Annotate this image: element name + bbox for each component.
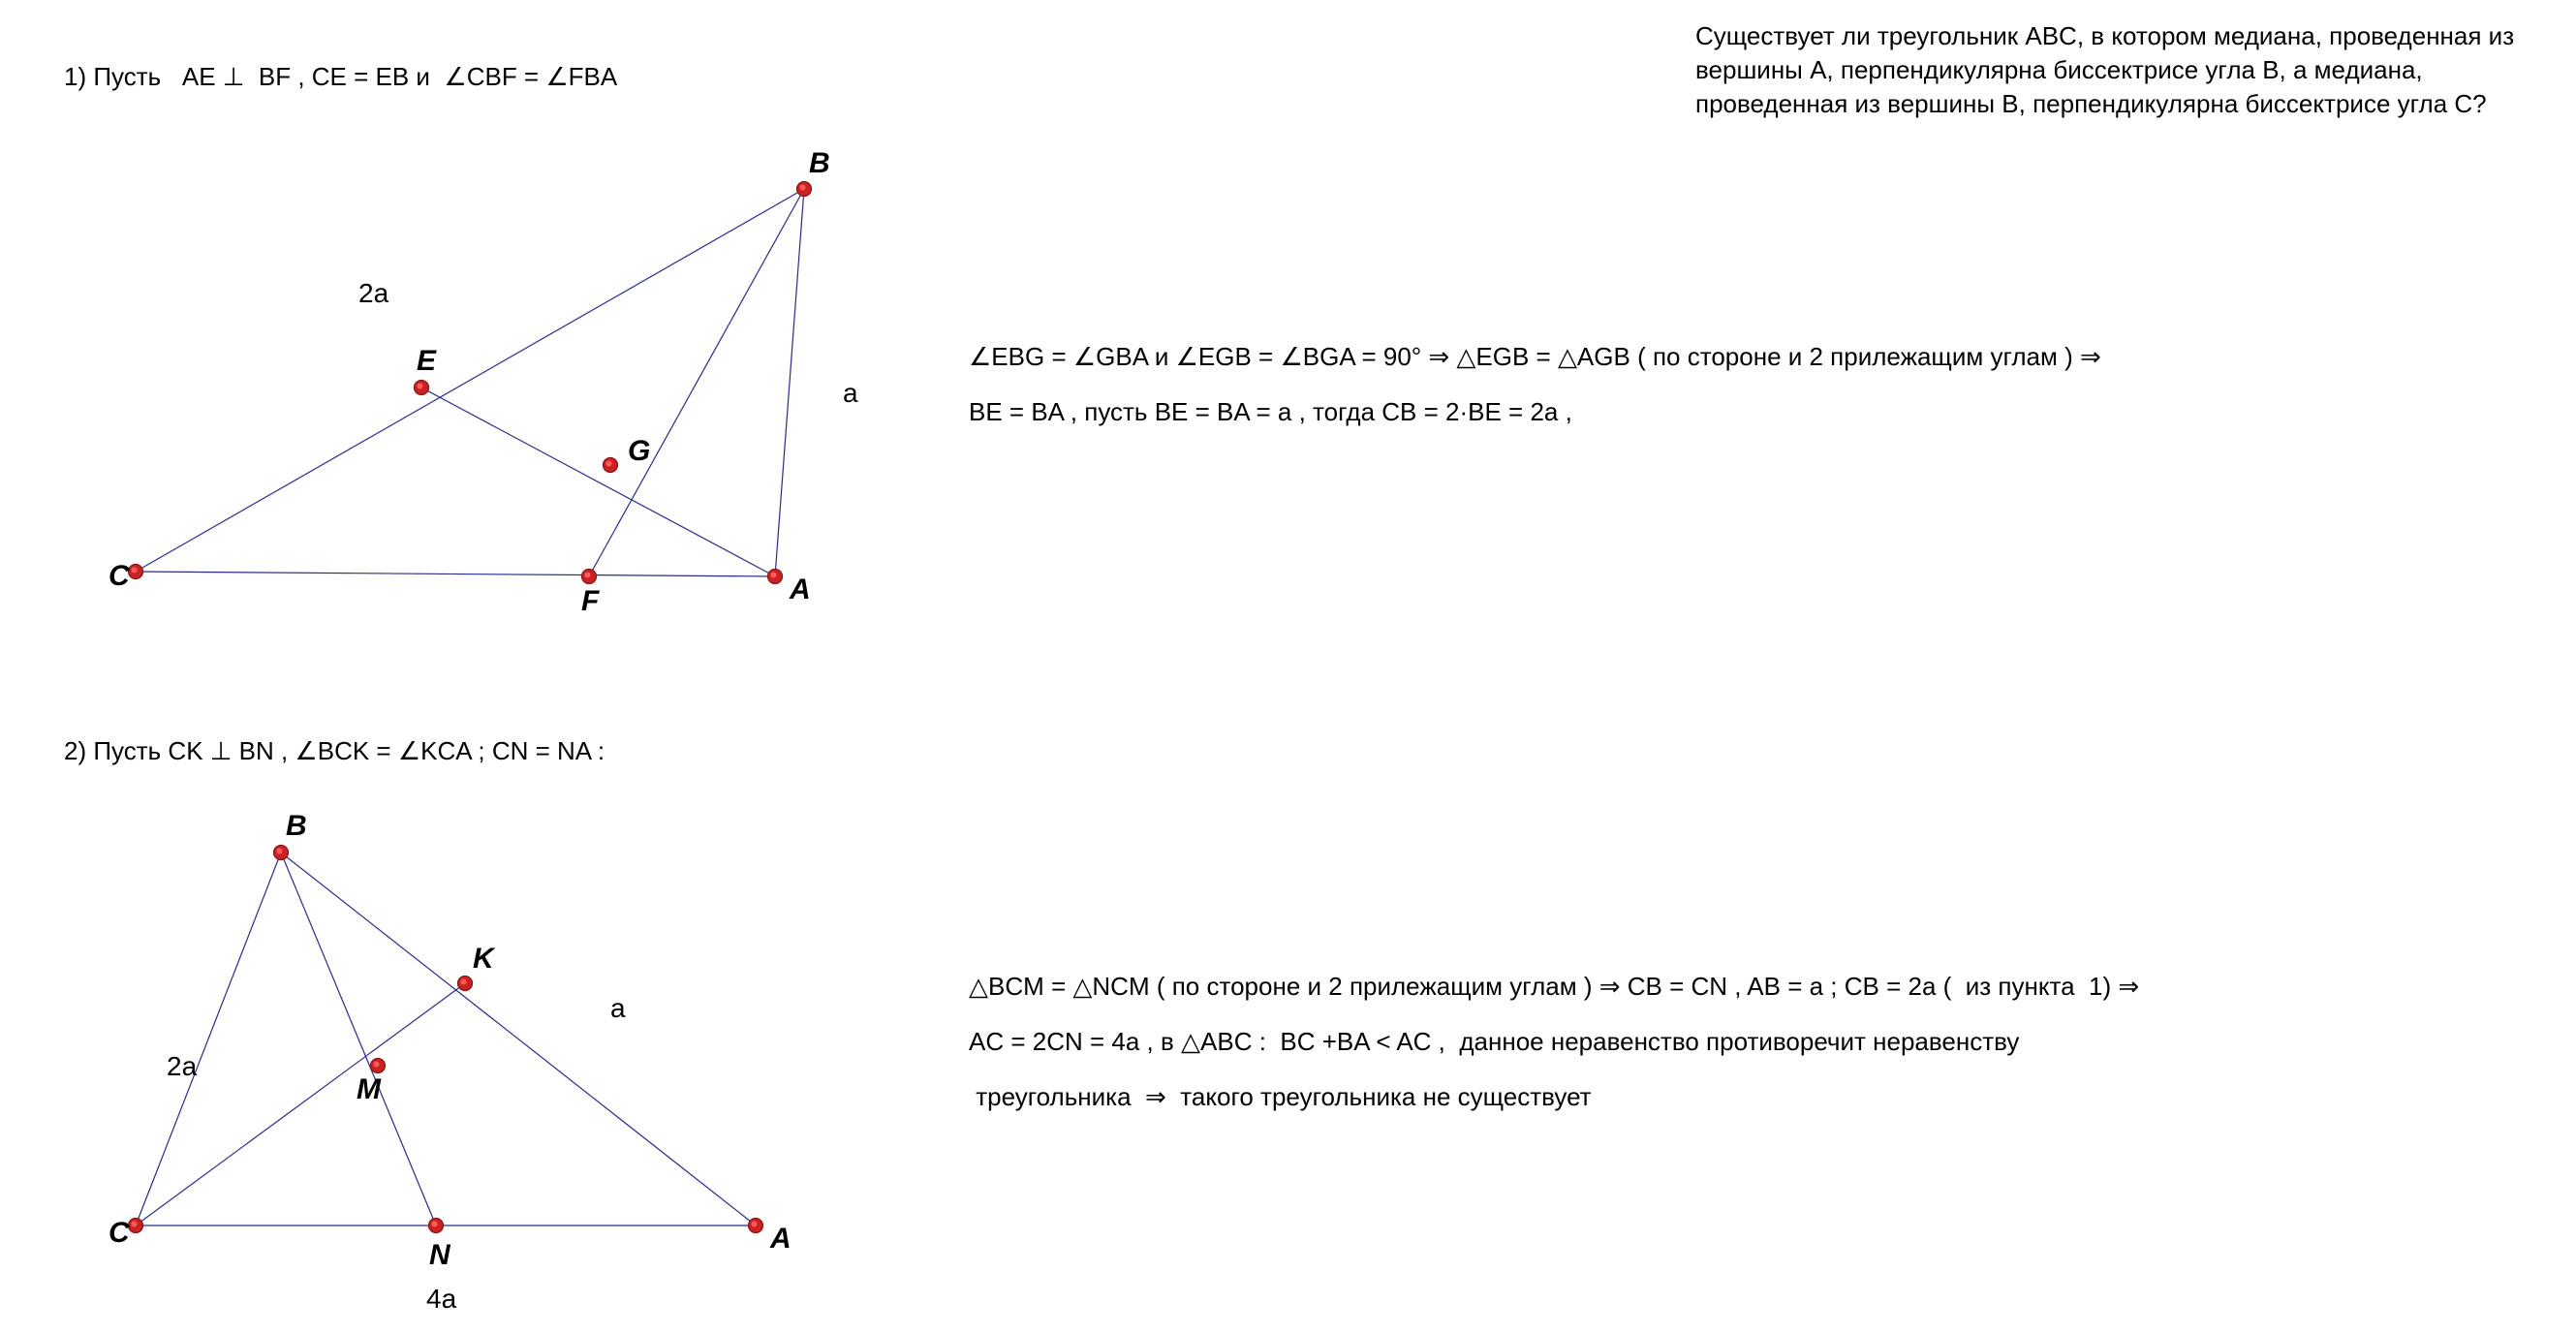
label-M: M <box>357 1073 382 1105</box>
vertex-A <box>768 570 783 584</box>
length-label-2a: 2a <box>167 1051 198 1081</box>
diagram-2: B K M C N A 2a a 4a <box>97 785 988 1327</box>
label-F: F <box>581 585 600 617</box>
vertex-E <box>415 381 429 395</box>
vertex-C <box>129 565 143 579</box>
vertex-N <box>429 1219 444 1233</box>
vertex-K <box>458 977 473 991</box>
length-label-a: a <box>843 378 858 408</box>
label-E: E <box>417 345 437 377</box>
proof2-line2: AC = 2CN = 4a , в △ABC : BC +BA < AC , д… <box>969 1014 2558 1070</box>
vertex-F <box>582 570 597 584</box>
label-C: C <box>109 1217 131 1249</box>
edge-AB <box>281 853 756 1225</box>
vertex-C <box>129 1219 143 1233</box>
vertex-B <box>797 182 812 197</box>
proof2-line3: треугольника ⇒ такого треугольника не су… <box>969 1070 2558 1125</box>
length-label-2a: 2a <box>358 278 389 308</box>
label-B: B <box>286 810 307 842</box>
edge-AB <box>775 189 804 576</box>
edge-BC <box>136 853 281 1225</box>
edge-BN <box>281 853 436 1225</box>
proof-2: △BCM = △NCM ( по стороне и 2 прилежащим … <box>969 959 2558 1126</box>
label-N: N <box>429 1239 451 1271</box>
edge-AE <box>421 388 775 576</box>
length-label-4a: 4a <box>426 1284 457 1314</box>
label-A: A <box>769 1223 791 1255</box>
proof1-line1: ∠EBG = ∠GBA и ∠EGB = ∠BGA = 90° ⇒ △EGB =… <box>969 329 2538 385</box>
section1-intro: 1) Пусть AE ⊥ BF , CE = EB и ∠CBF = ∠FBA <box>64 62 617 92</box>
edge-BC <box>136 189 804 572</box>
proof1-line2: BE = BA , пусть BE = BA = a , тогда CB =… <box>969 385 2538 440</box>
label-A: A <box>789 574 811 605</box>
problem-statement: Существует ли треугольник ABC, в котором… <box>1695 19 2519 121</box>
edge-CK <box>136 983 465 1225</box>
label-G: G <box>628 435 650 467</box>
label-K: K <box>473 943 496 975</box>
diagram-1: B E G C F A 2a a <box>97 116 988 659</box>
label-C: C <box>109 560 131 592</box>
length-label-a: a <box>610 993 626 1023</box>
vertex-B <box>274 846 289 860</box>
vertex-A <box>749 1219 763 1233</box>
section2-intro: 2) Пусть CK ⊥ BN , ∠BCK = ∠KCA ; CN = NA… <box>64 736 605 766</box>
proof-1: ∠EBG = ∠GBA и ∠EGB = ∠BGA = 90° ⇒ △EGB =… <box>969 329 2538 440</box>
proof2-line1: △BCM = △NCM ( по стороне и 2 прилежащим … <box>969 959 2558 1014</box>
vertex-G <box>604 458 618 473</box>
edge-CA <box>136 572 775 576</box>
vertex-M <box>371 1059 386 1073</box>
edge-BF <box>589 189 804 576</box>
label-B: B <box>809 147 830 179</box>
